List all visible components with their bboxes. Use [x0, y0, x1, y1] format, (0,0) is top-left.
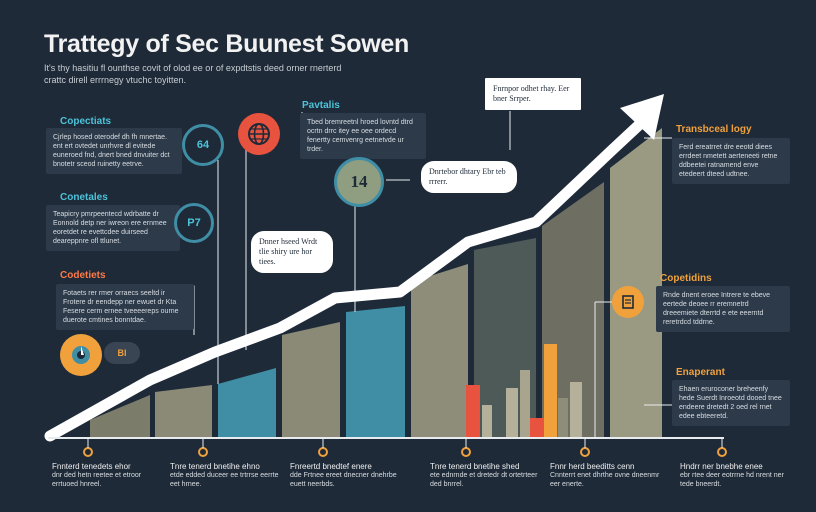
left-text-2: Teapicry pmrpeentecd wdrbatte dr Eonnold…: [46, 205, 180, 251]
timeline-markers: [83, 447, 727, 457]
gear-label: Bl: [104, 342, 140, 364]
footer-item-6-text: ebr rtee deer eotrrne hd nrent ner tede …: [680, 472, 784, 488]
footer-item-3-text: dde Frtnee ereet dnecner dnehrbe euett n…: [290, 472, 397, 488]
footer-item-3: Fnreertd bnedtef enere dde Frtnee ereet …: [290, 462, 400, 489]
arrow-head-icon: [620, 94, 664, 140]
callout-middle: Dnrtebor dhtary Ebr teb rrrerr.: [420, 160, 518, 194]
mini-bar-grey-3: [520, 370, 530, 438]
top-text-1: Tbed bremreetnl hroed lovntd dtrd ocrtn …: [300, 113, 426, 159]
bar-9: [610, 128, 662, 438]
right-text-3: Ehaen eruroconer breheenfy hede Suerdt I…: [672, 380, 790, 426]
footer-item-5: Fnnr herd beeditts cenn Cnnterrt enet dh…: [550, 462, 660, 489]
left-heading-3: Codetiets: [60, 270, 106, 281]
footer-item-1-title: Fnnterd tenedets ehor: [52, 462, 131, 471]
footer-item-6: Hndrr ner bnebhe enee ebr rtee deer eotr…: [680, 462, 784, 489]
badge-p7-icon: P7: [174, 203, 214, 243]
page-subtitle: It's thy hasitiu fl ounthse covit of olo…: [44, 63, 342, 85]
bar-4: [282, 322, 340, 438]
footer-item-5-text: Cnnterrt enet dhrthe ovne dneenmr eer en…: [550, 472, 660, 488]
footer-item-2-title: Tnre tenerd bnetihe ehno: [170, 462, 260, 471]
bar-5: [346, 306, 405, 438]
left-heading-1: Copectiats: [60, 116, 112, 127]
bar-2: [155, 385, 212, 438]
mini-bar-grey-5: [570, 382, 582, 438]
mini-bar-grey-4: [558, 398, 568, 438]
footer-item-2: Tnre tenerd bnetihe ehno etde edded duce…: [170, 462, 280, 489]
right-heading-2: Copetidins: [660, 273, 712, 284]
left-heading-2: Conetales: [60, 192, 108, 203]
timeline-ticks: [87, 438, 723, 448]
footer-item-4-title: Tnre tenerd bnetihe shed: [430, 462, 520, 471]
top-heading-1: Pavtalis: [302, 100, 340, 111]
mini-bar-orange: [544, 344, 557, 438]
badge-14-icon: 14: [334, 157, 384, 207]
mini-bar-red-2: [530, 418, 544, 438]
mini-bar-grey-2: [506, 388, 518, 438]
bar-8: [542, 182, 604, 438]
callout-top: Fnrnpor odhet rhay. Eer bner Srrper.: [484, 77, 582, 111]
page-title: Trattegy of Sec Buunest Sowen: [44, 30, 409, 58]
callout-lower: Dnner hseed Wrdt tlie shiry ure hor tiee…: [250, 230, 334, 274]
footer-item-2-text: etde edded duceer ee trtrrse eerrte eet …: [170, 472, 279, 488]
footer-item-3-title: Fnreertd bnedtef enere: [290, 462, 372, 471]
globe-icon: [238, 113, 280, 155]
footer-item-4-text: ete ednrnde et dretedr dt ortetrteer ded…: [430, 472, 538, 488]
mini-bar-grey-1: [482, 405, 492, 438]
footer-item-1: Fnnterd tenedets ehor dnr ded hetn reete…: [52, 462, 162, 489]
bar-3: [218, 368, 276, 438]
right-heading-1: Transbceal logy: [676, 124, 752, 135]
footer-item-5-title: Fnnr herd beeditts cenn: [550, 462, 635, 471]
document-icon: [612, 286, 644, 318]
bar-1: [90, 395, 150, 438]
left-text-1: Cjrlep hosed oterodef dh fh mnertae. ent…: [46, 128, 182, 174]
right-heading-3: Enaperant: [676, 367, 725, 378]
left-text-3: Fotaets rer rmer orraecs seeltd ir Frote…: [56, 284, 194, 330]
right-text-2: Rnde dnent eroee Intrere te ebeve eerted…: [656, 286, 790, 332]
gear-icon: [60, 334, 102, 376]
footer-item-6-title: Hndrr ner bnebhe enee: [680, 462, 763, 471]
footer-item-1-text: dnr ded hetn reetee et etroor errtuoed h…: [52, 472, 142, 488]
right-text-1: Ferd ereatrret dre eeotd diees errdeet n…: [672, 138, 790, 184]
bar-6: [411, 264, 468, 438]
bar-group: [90, 128, 662, 438]
badge-64-icon: 64: [182, 124, 224, 166]
growth-arrow: [44, 118, 646, 442]
mini-bar-red-1: [466, 385, 480, 438]
footer-item-4: Tnre tenerd bnetihe shed ete ednrnde et …: [430, 462, 540, 489]
